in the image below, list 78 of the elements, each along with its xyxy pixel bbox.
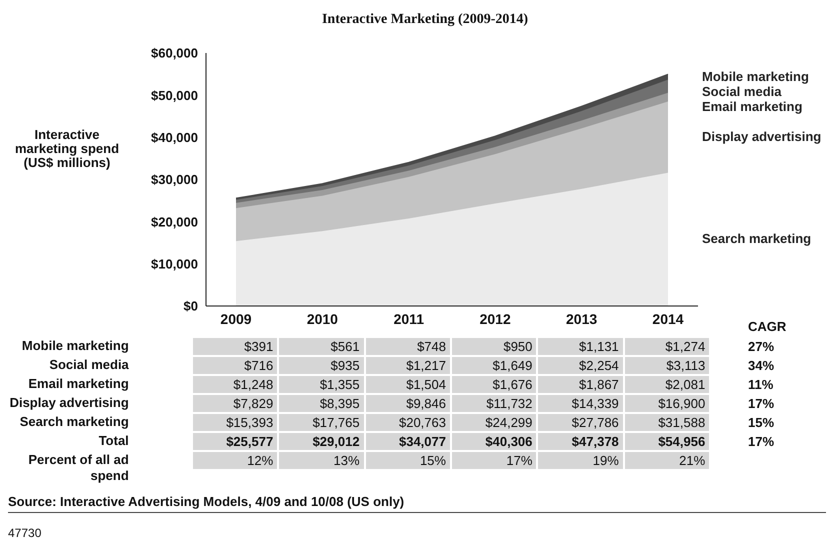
text: Display advertising xyxy=(702,129,822,144)
data-label: $1,131 xyxy=(538,338,623,355)
text: Mobile marketing xyxy=(22,338,129,353)
text: 34% xyxy=(748,357,774,374)
data-label: $1,274 xyxy=(624,338,710,355)
data-label: $561 xyxy=(279,338,364,355)
y-tick-label: $30,000 xyxy=(151,172,198,188)
data-label: $27,786 xyxy=(538,414,623,431)
text: $54,956 xyxy=(624,433,710,450)
text: 12% xyxy=(192,452,278,469)
data-label: $9,846 xyxy=(366,395,450,412)
data-label: $2,081 xyxy=(624,376,710,393)
data-label: $935 xyxy=(279,357,364,374)
data-label: $1,504 xyxy=(366,376,450,393)
text: Email marketing xyxy=(28,376,129,391)
data-label: $716 xyxy=(192,357,278,374)
x-tick-label: 2011 xyxy=(394,310,424,327)
data-label: $8,395 xyxy=(279,395,364,412)
data-label: $1,676 xyxy=(452,376,536,393)
data-label: $20,763 xyxy=(366,414,450,431)
text: 27% xyxy=(748,338,774,355)
text: $40,306 xyxy=(452,433,536,450)
y-axis-title: Interactive marketing spend (US$ millions) xyxy=(14,127,120,170)
data-label: $17,765 xyxy=(279,414,364,431)
data-label: $950 xyxy=(452,338,536,355)
text: 15% xyxy=(748,414,774,431)
text: 15% xyxy=(366,452,450,469)
text: Social media xyxy=(702,84,782,99)
text: 11% xyxy=(748,376,774,393)
text: Display advertising xyxy=(10,395,129,410)
chart-title: Interactive Marketing (2009-2014) xyxy=(320,12,530,28)
text: Percent of all ad spend xyxy=(27,452,129,484)
source-note: Source: Interactive Advertising Models, 4/09 and 10/08 (US only) xyxy=(8,494,404,509)
data-label: $1,867 xyxy=(538,376,623,393)
x-tick-label: 2010 xyxy=(306,310,338,327)
y-tick-label: $0 xyxy=(184,298,198,314)
data-label: $11,732 xyxy=(452,395,536,412)
data-label: $31,588 xyxy=(624,414,710,431)
data-label: $7,829 xyxy=(192,395,278,412)
data-label: $24,299 xyxy=(452,414,536,431)
text: CAGR xyxy=(748,318,786,335)
text: Total xyxy=(98,433,129,449)
text: 17% xyxy=(748,395,774,412)
text: 21% xyxy=(624,452,710,469)
x-tick-label: 2014 xyxy=(652,310,684,327)
data-label: $14,339 xyxy=(538,395,623,412)
data-label: $391 xyxy=(192,338,278,355)
data-label: $2,254 xyxy=(538,357,623,374)
text: Social media xyxy=(49,357,129,372)
text: 17% xyxy=(452,452,536,469)
y-tick-label: $50,000 xyxy=(151,88,198,103)
y-tick-label: $20,000 xyxy=(151,214,198,230)
data-label: $15,393 xyxy=(192,414,278,431)
data-label: $16,900 xyxy=(624,395,710,412)
y-tick-label: $10,000 xyxy=(151,256,198,272)
text: Mobile marketing xyxy=(702,68,809,84)
text: $25,577 xyxy=(192,433,278,450)
text: $29,012 xyxy=(279,433,364,450)
text: Email marketing xyxy=(702,98,802,114)
x-tick-label: 2009 xyxy=(220,310,252,327)
data-label: $1,355 xyxy=(279,376,364,393)
data-label: $1,649 xyxy=(452,357,536,374)
x-tick-label: 2013 xyxy=(566,310,598,327)
text: 47730 xyxy=(8,526,42,540)
text: $34,077 xyxy=(366,433,450,450)
text: 13% xyxy=(279,452,364,469)
text: 19% xyxy=(538,452,623,469)
data-label: $748 xyxy=(366,338,450,355)
text: Search marketing xyxy=(20,414,129,429)
y-tick-label: $40,000 xyxy=(151,130,198,145)
data-label: $3,113 xyxy=(624,357,710,374)
x-tick-label: 2012 xyxy=(480,310,511,327)
text: $47,378 xyxy=(538,433,623,450)
text: 17% xyxy=(748,433,774,450)
data-label: $1,217 xyxy=(366,357,450,374)
y-tick-label: $60,000 xyxy=(151,46,198,61)
data-label: $1,248 xyxy=(192,376,278,393)
text: Search marketing xyxy=(702,231,812,246)
